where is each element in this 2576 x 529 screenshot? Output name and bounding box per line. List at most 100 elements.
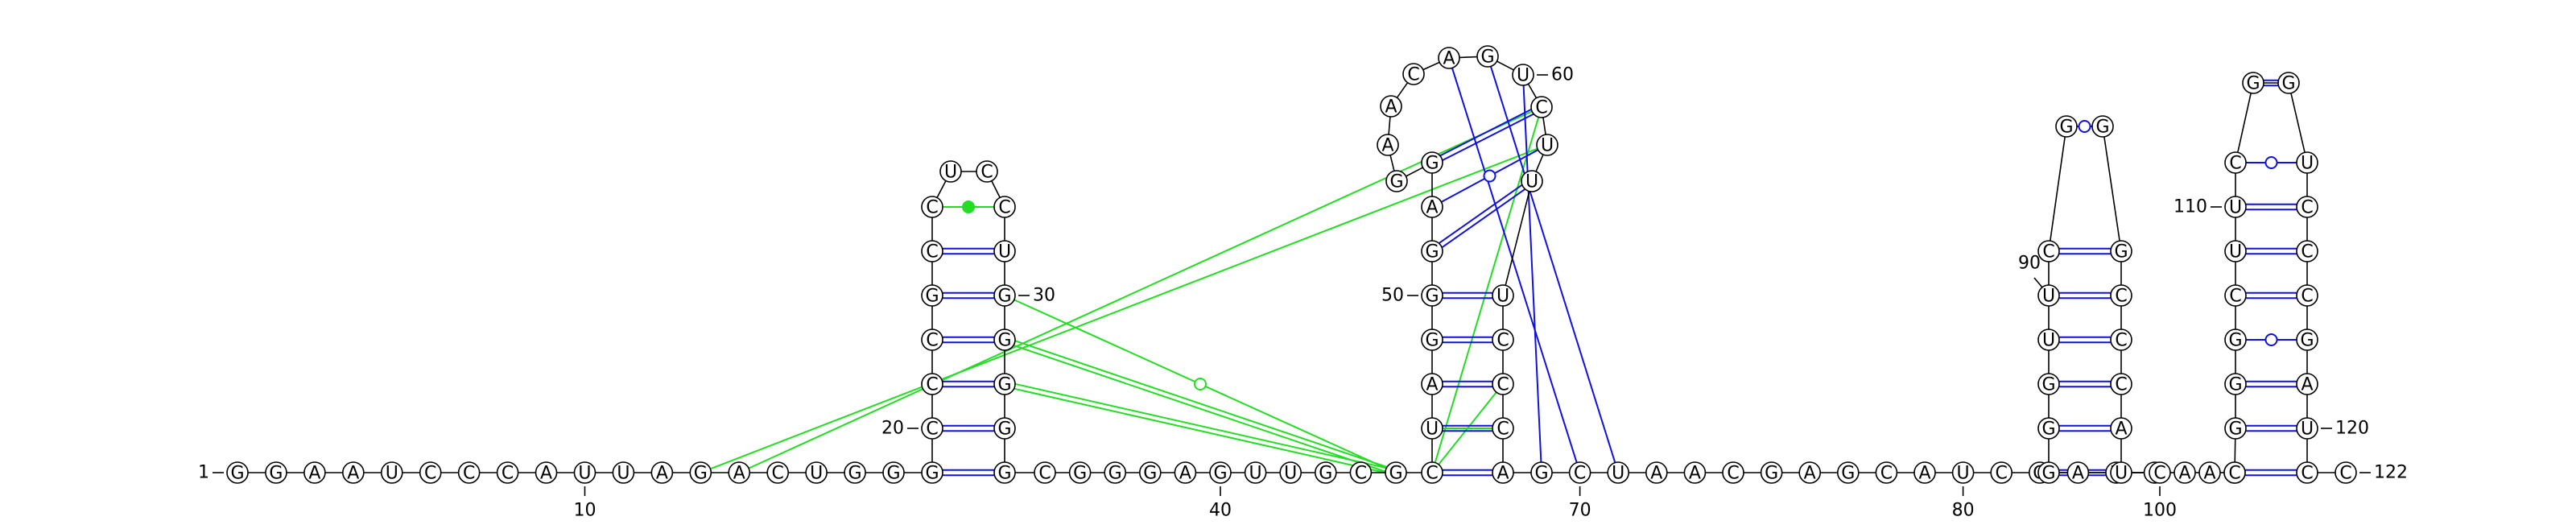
nucleotide: G xyxy=(2224,373,2247,395)
gu-pair-marker xyxy=(2264,156,2278,169)
nucleotide-circle xyxy=(1722,461,1744,484)
tertiary-link xyxy=(748,110,1533,469)
nucleotide-circle xyxy=(1315,461,1337,484)
nucleotide-circle xyxy=(939,160,962,183)
nucleotide: G xyxy=(265,461,287,484)
nucleotide: U xyxy=(2296,151,2318,174)
nucleotide: G xyxy=(2242,72,2264,94)
nucleotide: C xyxy=(2334,461,2357,484)
nucleotide-letter: G xyxy=(997,331,1011,351)
position-label: 40 xyxy=(1209,501,1232,521)
nucleotide: G xyxy=(2037,417,2060,440)
nucleotide: G xyxy=(2296,329,2318,351)
position-label: 60 xyxy=(1551,65,1574,85)
nucleotide: C xyxy=(1530,96,1553,118)
nucleotide: A xyxy=(1913,461,1936,484)
nucleotide-circle xyxy=(1951,461,1975,484)
nucleotide-letter: U xyxy=(998,242,1011,262)
nucleotide: C xyxy=(1402,63,1425,85)
nucleotide-circle xyxy=(844,461,866,484)
nucleotide: C xyxy=(2110,284,2132,307)
nucleotide-circle xyxy=(2110,240,2132,262)
nucleotide: C xyxy=(921,373,943,395)
nucleotide-circle xyxy=(1380,95,1402,118)
nucleotide-circle xyxy=(1438,47,1460,69)
nucleotide-letter: A xyxy=(1179,464,1191,484)
nucleotide-letter: G xyxy=(1841,464,1855,484)
nucleotide-letter: C xyxy=(1496,419,1509,440)
position-label: 122 xyxy=(2374,463,2408,483)
nucleotide: U xyxy=(2224,240,2247,262)
nucleotide-circle xyxy=(993,461,1016,484)
position-label: 120 xyxy=(2335,419,2369,439)
backbone-segment xyxy=(2050,136,2066,242)
nucleotide-letter: A xyxy=(1426,198,1438,218)
nucleotide-letter: G xyxy=(1143,464,1157,484)
nucleotide-circle xyxy=(496,461,519,484)
gu-pair-marker xyxy=(2078,120,2091,133)
position-label: 100 xyxy=(2143,501,2177,521)
nucleotide-circle xyxy=(2296,151,2318,174)
backbone-segment xyxy=(1527,83,1538,99)
nucleotide-letter: C xyxy=(1496,331,1509,351)
nucleotide-letter: G xyxy=(1213,464,1227,484)
nucleotide-circle xyxy=(1492,329,1514,351)
nucleotide-circle xyxy=(1421,151,1443,174)
tertiary-link xyxy=(1015,382,1387,469)
nucleotide-circle xyxy=(342,461,365,484)
nucleotide-circle xyxy=(2110,461,2132,484)
nucleotide-letter: G xyxy=(1108,464,1122,484)
nucleotide-letter: C xyxy=(998,198,1010,218)
nucleotide-letter: G xyxy=(997,375,1011,395)
nucleotide: U xyxy=(1492,284,1514,307)
nucleotide-circle xyxy=(1421,196,1443,218)
nucleotide: C xyxy=(766,461,789,484)
nucleotide-circle xyxy=(993,284,1016,307)
backbone-segment xyxy=(1505,191,1530,286)
nucleotide-letter: G xyxy=(925,464,939,484)
nucleotide-circle xyxy=(2277,72,2300,94)
nucleotide: C xyxy=(1349,461,1373,484)
nucleotide-circle xyxy=(457,461,481,484)
nucleotide-letter: U xyxy=(1249,464,1262,484)
nucleotide: A xyxy=(2296,373,2318,395)
nucleotide-letter: C xyxy=(2115,331,2127,351)
nucleotide-letter: G xyxy=(1425,242,1439,262)
nucleotide-letter: C xyxy=(771,464,783,484)
nucleotide-circle xyxy=(921,461,943,484)
nucleotide: U xyxy=(380,461,403,484)
nucleotide-circle xyxy=(993,417,1016,440)
nucleotide-letter: C xyxy=(1496,375,1509,395)
nucleotide-letter: A xyxy=(1385,97,1397,118)
position-label: 20 xyxy=(881,419,904,439)
nucleotide-letter: U xyxy=(1517,66,1530,86)
nucleotide-circle xyxy=(1385,170,1408,192)
nucleotide-letter: C xyxy=(2301,287,2313,307)
nucleotide: G xyxy=(1760,461,1783,484)
nucleotide-letter: U xyxy=(944,163,957,183)
nucleotide: C xyxy=(2296,284,2318,307)
nucleotide: C xyxy=(1568,461,1591,484)
nucleotide: G xyxy=(2110,240,2132,262)
nucleotide-letter: C xyxy=(1535,98,1547,118)
nucleotide-letter: C xyxy=(926,198,938,218)
nucleotide: G xyxy=(2091,115,2114,138)
nucleotide-circle xyxy=(1402,63,1425,85)
nucleotide-letter: C xyxy=(2229,287,2241,307)
nucleotide: A xyxy=(1421,373,1443,395)
backbone-segment xyxy=(1459,56,1478,59)
nucleotide: A xyxy=(1438,47,1460,69)
nucleotide-circle xyxy=(2149,461,2171,484)
nucleotide-letter: C xyxy=(2339,464,2351,484)
nucleotide: G xyxy=(1104,461,1126,484)
nucleotide-circle xyxy=(1530,96,1553,118)
tertiary-link xyxy=(710,147,1538,470)
nucleotide-circle xyxy=(2224,196,2247,218)
gu-pair-marker xyxy=(2264,333,2278,346)
nucleotide: U xyxy=(573,461,597,484)
nucleotide-letter: G xyxy=(997,287,1011,307)
nucleotide-circle xyxy=(2296,284,2318,307)
nucleotide: A xyxy=(1380,95,1402,118)
nucleotide-circle xyxy=(2224,373,2247,395)
